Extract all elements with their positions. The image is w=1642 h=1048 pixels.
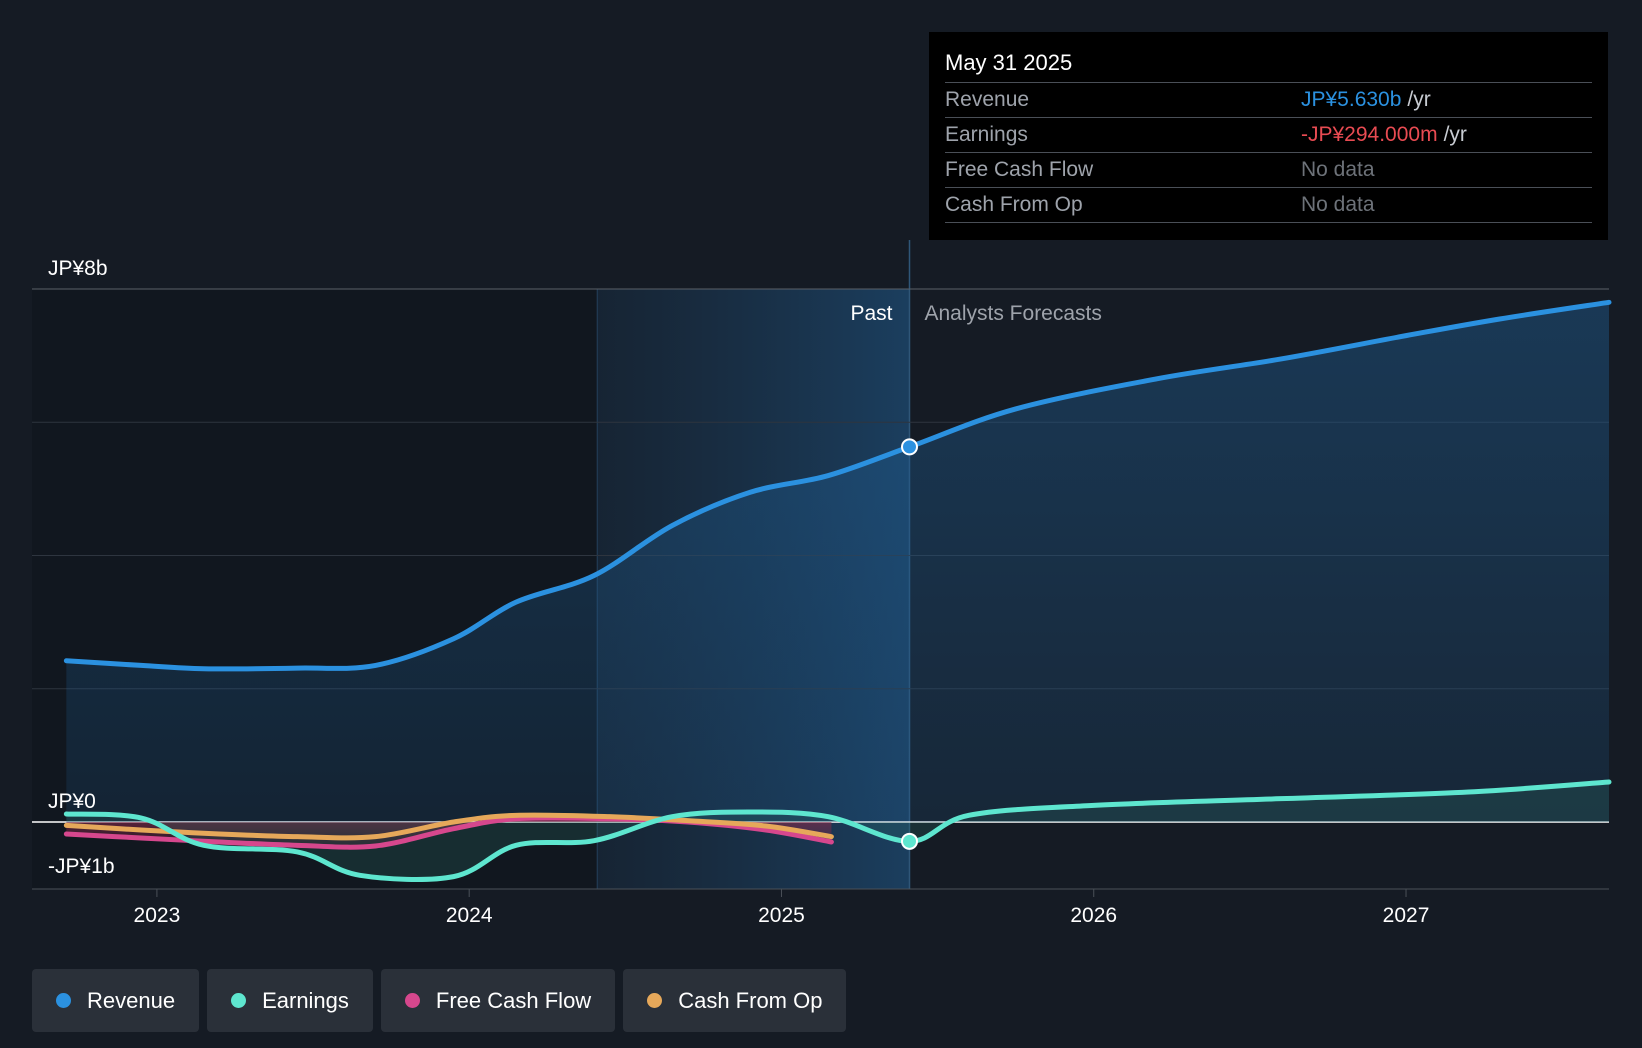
past-label: Past bbox=[850, 302, 892, 325]
legend-label: Free Cash Flow bbox=[435, 987, 592, 1013]
legend-dot-icon bbox=[56, 993, 71, 1008]
series-line-cash-from-op bbox=[63, 812, 834, 841]
legend-item-earnings[interactable]: Earnings bbox=[207, 969, 373, 1032]
chart-legend: Revenue Earnings Free Cash Flow Cash Fro… bbox=[32, 969, 847, 1032]
legend-item-revenue[interactable]: Revenue bbox=[32, 969, 200, 1032]
tooltip-date: May 31 2025 bbox=[945, 50, 1073, 75]
y-axis-label: JP¥8b bbox=[48, 257, 108, 280]
y-axis-label: JP¥0 bbox=[48, 790, 96, 813]
tooltip-unit: /yr bbox=[1443, 123, 1467, 146]
tooltip-label: Cash From Op bbox=[945, 193, 1083, 216]
x-tick-label: 2024 bbox=[446, 904, 493, 927]
marker-earnings bbox=[900, 832, 918, 850]
forecast-label: Analysts Forecasts bbox=[924, 302, 1101, 325]
legend-item-free-cash-flow[interactable]: Free Cash Flow bbox=[380, 969, 616, 1032]
earnings-area bbox=[66, 782, 1610, 880]
tooltip-unit: /yr bbox=[1407, 88, 1431, 111]
series-line-revenue bbox=[63, 299, 1612, 672]
tooltip-label: Earnings bbox=[945, 123, 1028, 146]
x-tick-label: 2023 bbox=[134, 904, 181, 927]
series-line-earnings bbox=[63, 779, 1612, 883]
legend-label: Cash From Op bbox=[678, 987, 823, 1013]
legend-dot-icon bbox=[231, 993, 247, 1008]
tooltip-label: Revenue bbox=[945, 88, 1030, 111]
tooltip-value: No data bbox=[1301, 193, 1375, 216]
tooltip-label: Free Cash Flow bbox=[945, 158, 1094, 181]
tooltip-value: -JP¥294.000m bbox=[1301, 123, 1438, 146]
x-tick-label: 2027 bbox=[1383, 904, 1430, 927]
legend-item-cash-from-op[interactable]: Cash From Op bbox=[623, 969, 847, 1032]
tooltip-panel: May 31 2025 Revenue JP¥5.630b /yr Earnin… bbox=[929, 32, 1608, 240]
x-tick-label: 2025 bbox=[758, 904, 805, 927]
tooltip-row-cash-from-op: Cash From Op No data bbox=[945, 187, 1592, 223]
tooltip-value: No data bbox=[1301, 158, 1375, 181]
y-axis-label: -JP¥1b bbox=[48, 855, 115, 878]
free-cash-flow-area bbox=[66, 817, 832, 848]
legend-label: Revenue bbox=[87, 987, 176, 1013]
legend-dot-icon bbox=[647, 993, 663, 1008]
tooltip-value: JP¥5.630b bbox=[1301, 88, 1402, 111]
legend-label: Earnings bbox=[262, 987, 349, 1013]
tooltip-row-earnings: Earnings -JP¥294.000m /yr bbox=[945, 117, 1592, 152]
x-tick-label: 2026 bbox=[1070, 904, 1117, 927]
revenue-area bbox=[66, 302, 1610, 822]
tooltip-row-free-cash-flow: Free Cash Flow No data bbox=[945, 152, 1592, 187]
tooltip-row-revenue: Revenue JP¥5.630b /yr bbox=[945, 82, 1592, 117]
legend-dot-icon bbox=[404, 993, 420, 1008]
marker-revenue bbox=[900, 438, 918, 456]
